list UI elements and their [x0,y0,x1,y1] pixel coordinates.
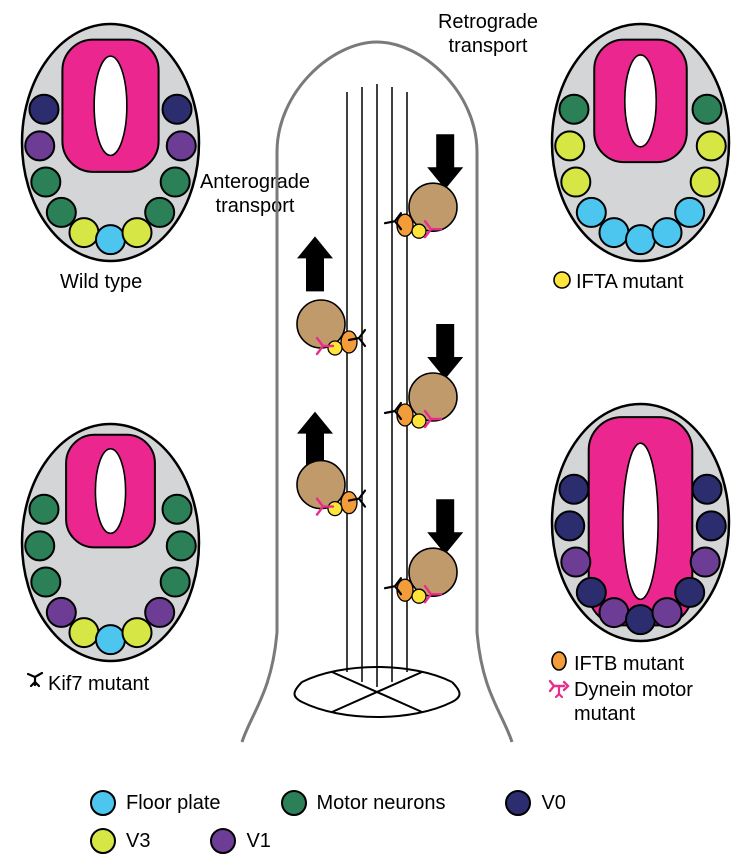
kif7-label: Kif7 mutant [48,672,149,696]
legend-dot [505,790,531,816]
legend: Floor plate Motor neurons V0 V3 V1 [90,790,650,854]
legend-label: V3 [126,830,150,853]
wildtype-label: Wild type [60,270,142,294]
ifta-label: IFTA mutant [576,270,683,294]
legend-dot [90,790,116,816]
legend-dot [210,828,236,854]
oval-wildtype [18,20,203,265]
legend-label: V0 [541,792,565,815]
legend-item: V1 [210,828,270,854]
legend-label: Motor neurons [317,792,446,815]
legend-item: Motor neurons [281,790,446,816]
dynein-label: Dynein motor mutant [574,678,751,726]
legend-dot [90,828,116,854]
legend-dot [281,790,307,816]
legend-item: V3 [90,828,150,854]
legend-item: Floor plate [90,790,221,816]
oval-iftb [548,400,733,645]
legend-label: V1 [246,830,270,853]
oval-kif7 [18,420,203,665]
legend-item: V0 [505,790,565,816]
iftb-label: IFTB mutant [574,652,684,676]
cilium-diagram [222,32,532,762]
legend-label: Floor plate [126,792,221,815]
oval-ifta [548,20,733,265]
